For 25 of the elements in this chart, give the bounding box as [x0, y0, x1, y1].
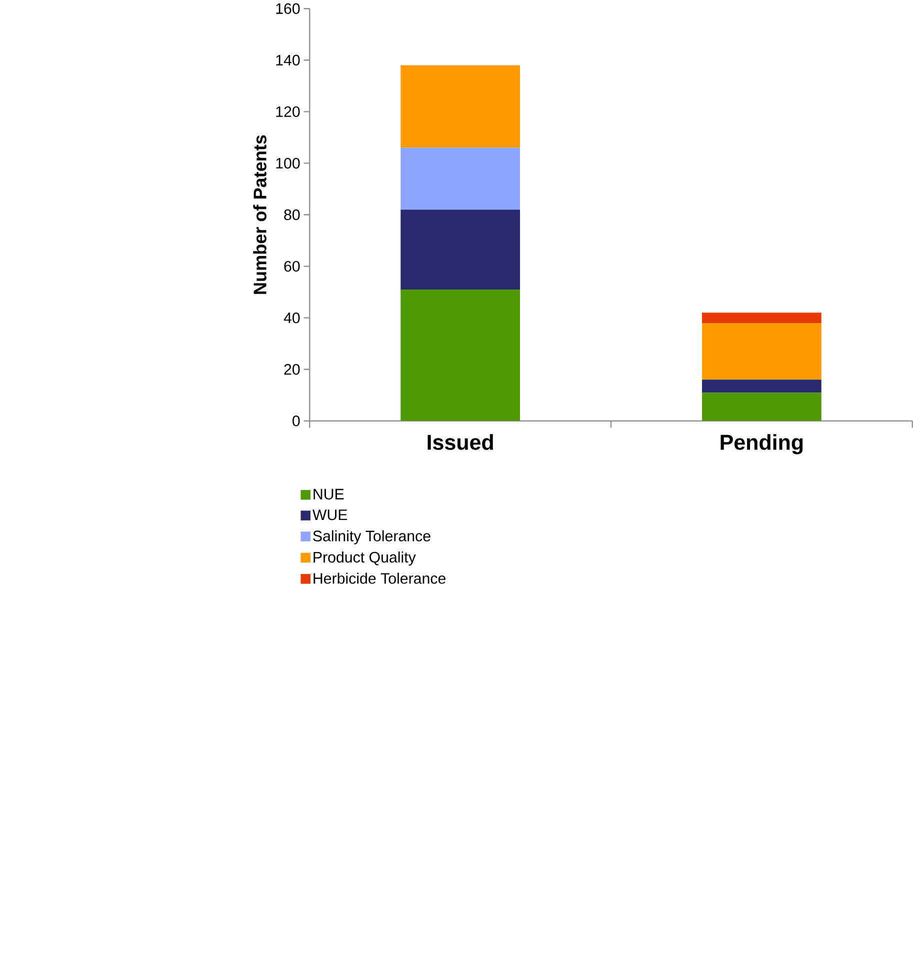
bar [702, 380, 822, 393]
legend-label: Herbicide Tolerance [314, 572, 446, 584]
legend-label: WUE [312, 510, 348, 520]
bar [400, 289, 520, 421]
y-tick-label: 140 [276, 54, 300, 66]
x-tick-label: Pending [720, 434, 803, 454]
y-axis-title: Number of Patents [253, 135, 266, 294]
y-tick-label: 20 [284, 364, 300, 375]
bar [400, 65, 520, 148]
bar [702, 392, 822, 421]
y-tick-label: 40 [284, 312, 300, 324]
x-tick-label: Issued [428, 434, 493, 450]
bar [400, 210, 520, 290]
y-tick-label: 160 [276, 3, 300, 14]
y-tick-label: 0 [292, 416, 300, 426]
y-tick-label: 60 [284, 260, 300, 272]
legend-label: Product Quality [314, 551, 416, 566]
bar [400, 148, 520, 210]
y-tick-label: 120 [276, 106, 300, 118]
legend-label: Salinity Tolerance [313, 530, 430, 544]
bar [702, 312, 822, 323]
y-tick-label: 100 [276, 158, 300, 169]
bar [702, 322, 822, 380]
legend-label: NUE [314, 488, 344, 500]
y-tick-label: 80 [284, 209, 300, 220]
